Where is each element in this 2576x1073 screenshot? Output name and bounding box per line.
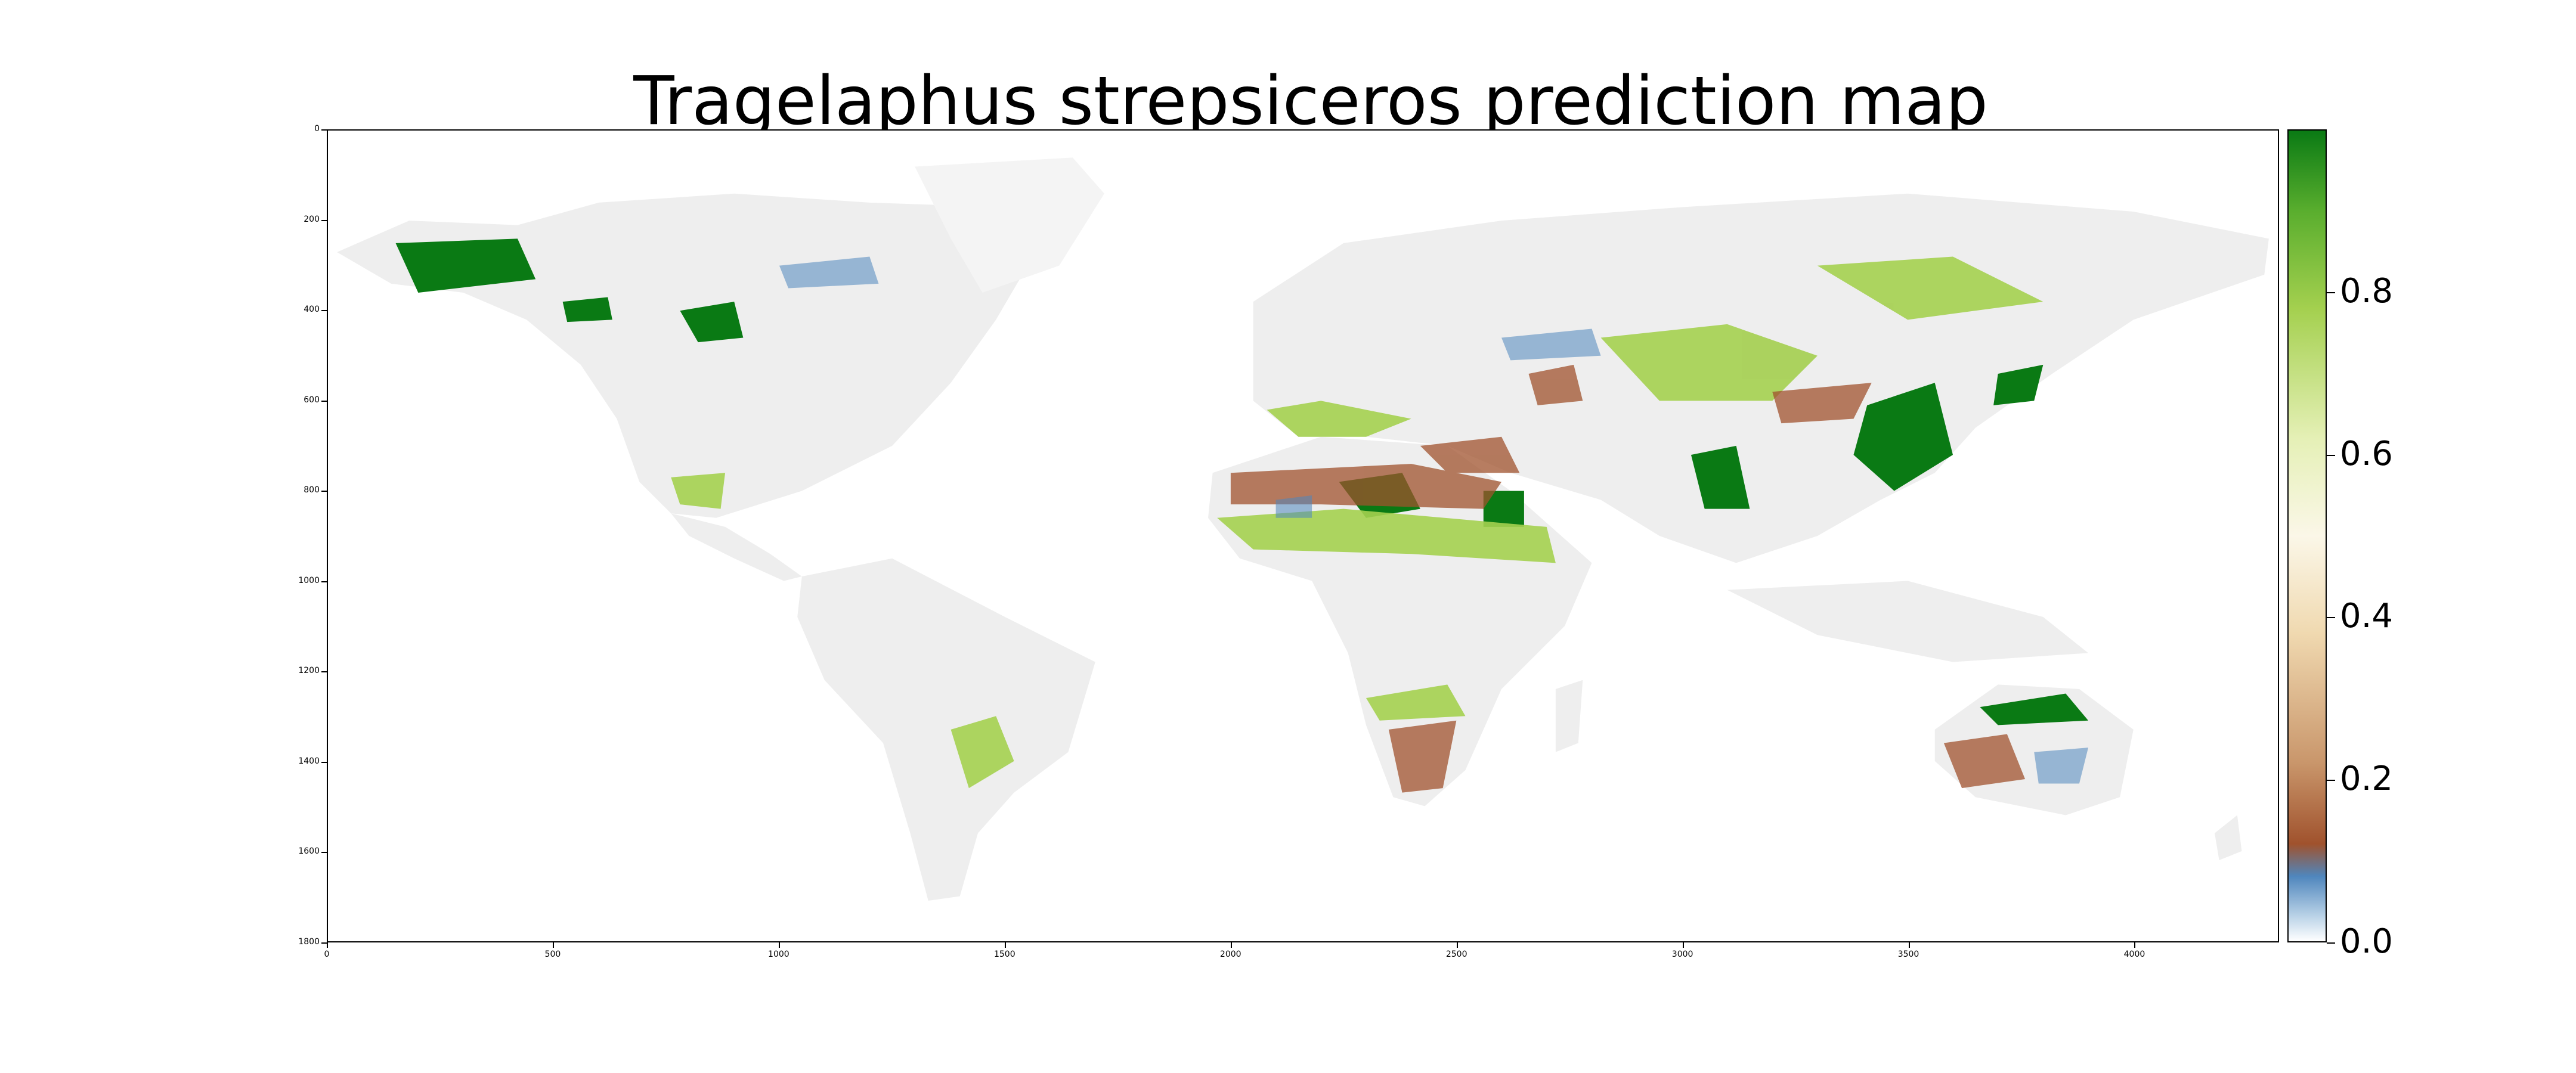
y-tick-mark — [321, 942, 327, 944]
y-tick-label: 1800 — [298, 937, 320, 947]
y-tick-mark — [321, 852, 327, 854]
colorbar-tick-mark — [2327, 942, 2335, 944]
y-tick-mark — [321, 129, 327, 131]
x-tick-mark — [1682, 942, 1684, 948]
colorbar — [2287, 129, 2327, 942]
x-tick-mark — [1908, 942, 1910, 948]
y-tick-label: 800 — [304, 485, 320, 495]
y-tick-label: 400 — [304, 305, 320, 315]
y-tick-mark — [321, 581, 327, 582]
colorbar-tick-label: 0.8 — [2340, 271, 2394, 311]
x-tick-mark — [778, 942, 780, 948]
x-tick-label: 1000 — [768, 950, 789, 959]
greenland — [915, 157, 1104, 293]
y-tick-label: 0 — [314, 124, 320, 134]
prediction-very-low — [779, 256, 2089, 784]
y-tick-mark — [321, 491, 327, 492]
indonesia — [1727, 581, 2089, 662]
x-tick-mark — [2134, 942, 2136, 948]
x-tick-label: 0 — [324, 950, 330, 959]
colorbar-tick-mark — [2327, 454, 2335, 456]
y-tick-mark — [321, 310, 327, 312]
y-tick-label: 1000 — [298, 575, 320, 585]
colorbar-tick-mark — [2327, 291, 2335, 293]
colorbar-tick-label: 0.4 — [2340, 597, 2394, 636]
y-tick-label: 1200 — [298, 666, 320, 676]
x-tick-mark — [552, 942, 554, 948]
prediction-mid-high — [671, 256, 2044, 789]
south-america — [797, 558, 1095, 901]
y-tick-label: 1600 — [298, 846, 320, 857]
colorbar-tick-mark — [2327, 780, 2335, 782]
x-tick-mark — [1456, 942, 1458, 948]
madagascar — [1555, 680, 1583, 752]
x-tick-label: 500 — [544, 950, 561, 959]
world-map — [337, 157, 2269, 901]
colorbar-tick-label: 0.0 — [2340, 922, 2394, 961]
y-tick-mark — [321, 400, 327, 402]
central-america — [671, 513, 802, 581]
x-tick-mark — [1004, 942, 1006, 948]
x-tick-label: 1500 — [993, 950, 1015, 959]
x-tick-label: 3000 — [1671, 950, 1693, 959]
x-tick-label: 2000 — [1219, 950, 1241, 959]
prediction-low — [1230, 364, 2026, 793]
map-plot-area[interactable] — [327, 129, 2279, 942]
colorbar-tick-mark — [2327, 617, 2335, 619]
y-tick-mark — [321, 671, 327, 673]
page-title: Tragelaphus strepsiceros prediction map — [633, 63, 1988, 140]
x-tick-label: 3500 — [1897, 950, 1919, 959]
x-tick-label: 4000 — [2123, 950, 2145, 959]
y-tick-label: 600 — [304, 395, 320, 405]
y-tick-mark — [321, 219, 327, 221]
y-tick-mark — [321, 761, 327, 763]
x-tick-mark — [327, 942, 328, 948]
new-zealand — [2215, 815, 2242, 860]
x-tick-label: 2500 — [1445, 950, 1467, 959]
y-tick-label: 200 — [304, 214, 320, 224]
colorbar-tick-label: 0.2 — [2340, 759, 2394, 799]
x-tick-mark — [1230, 942, 1232, 948]
colorbar-tick-label: 0.6 — [2340, 434, 2394, 473]
y-tick-label: 1400 — [298, 756, 320, 766]
